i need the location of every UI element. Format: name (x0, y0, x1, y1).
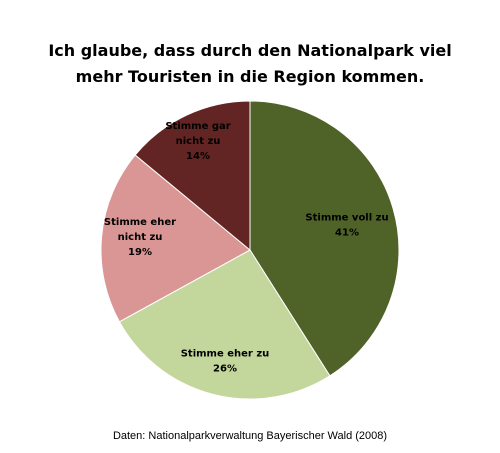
slice-label-line: 41% (335, 228, 359, 239)
pie-slice-4 (134, 100, 251, 252)
slice-label-4: Stimme gar nicht zu 14% (165, 121, 230, 162)
slice-label-2: Stimme eher zu 26% (181, 349, 270, 375)
slice-label-3: Stimme eher nicht zu 19% (104, 217, 176, 258)
chart-title-line-2: mehr Touristen in die Region kommen. (75, 67, 425, 86)
chart-title-line-1: Ich glaube, dass durch den Nationalpark … (48, 41, 452, 60)
pie-slice-3 (100, 154, 251, 323)
slice-label-line: 26% (213, 364, 237, 375)
slice-label-line: 14% (186, 151, 210, 162)
data-source: Daten: Nationalparkverwaltung Bayerische… (112, 430, 388, 442)
chart-title: Ich glaube, dass durch den Nationalpark … (0, 38, 500, 90)
slice-label-1: Stimme voll zu 41% (305, 213, 388, 239)
slice-label-line: nicht zu (176, 136, 221, 147)
pie-slice-1 (249, 100, 400, 377)
slice-label-line: Stimme gar (165, 121, 230, 132)
slice-label-line: nicht zu (118, 232, 163, 243)
pie-slice-2 (118, 249, 331, 400)
slice-label-line: Stimme eher zu (181, 349, 270, 360)
slice-label-line: 19% (128, 247, 152, 258)
slice-label-line: Stimme voll zu (305, 213, 388, 224)
slice-label-line: Stimme eher (104, 217, 176, 228)
